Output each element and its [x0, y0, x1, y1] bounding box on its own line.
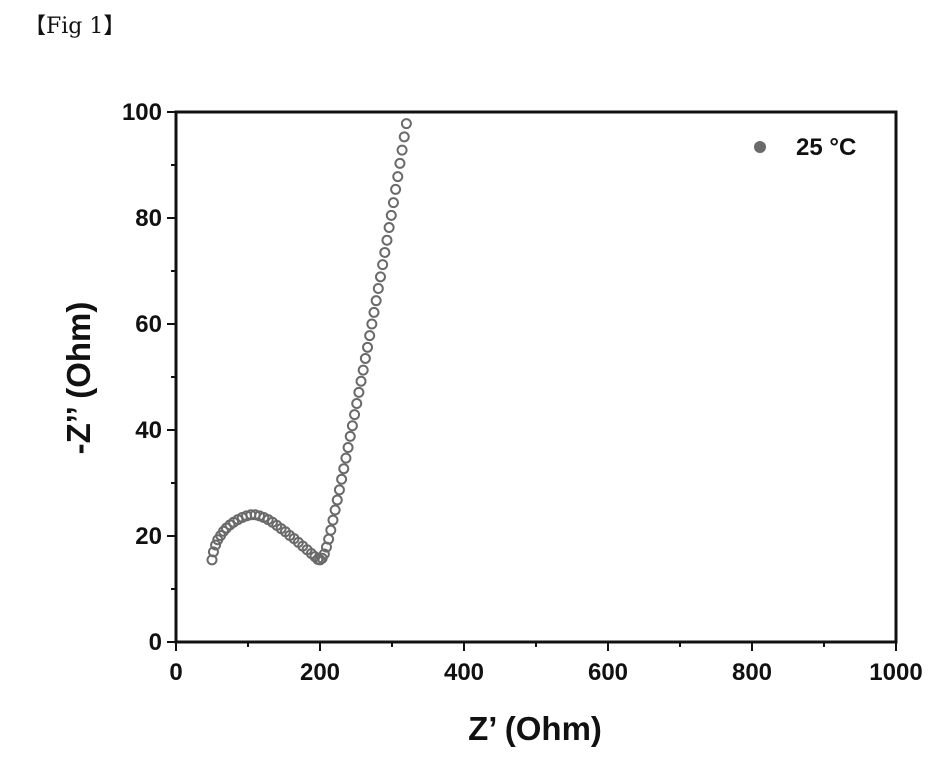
data-point [398, 146, 407, 155]
y-tick-label: 80 [135, 205, 162, 232]
plot-frame [176, 112, 896, 642]
data-point [352, 399, 361, 408]
data-point [372, 296, 381, 305]
x-tick-label: 0 [169, 659, 182, 686]
data-point [357, 377, 366, 386]
y-tick-label: 60 [135, 311, 162, 338]
legend-marker [754, 141, 766, 153]
data-point [335, 485, 344, 494]
data-point [402, 119, 411, 128]
data-point [326, 526, 335, 535]
data-point [328, 516, 337, 525]
x-axis-title: Z’ (Ohm) [468, 710, 602, 747]
data-point [361, 354, 370, 363]
x-tick-label: 1000 [869, 659, 922, 686]
data-point [341, 454, 350, 463]
data-point [331, 506, 340, 515]
data-point [354, 388, 363, 397]
data-point [387, 211, 396, 220]
data-point [391, 185, 400, 194]
x-axis-ticks: 0 200 400 600 800 1000 [169, 642, 922, 686]
data-point [359, 366, 368, 375]
data-point [367, 320, 376, 329]
plot-border [176, 112, 896, 642]
x-tick-label: 200 [300, 659, 340, 686]
y-axis-title: -Z’’ (Ohm) [60, 302, 97, 455]
data-point [400, 132, 409, 141]
x-tick-label: 800 [732, 659, 772, 686]
data-point [363, 343, 372, 352]
legend: 25 °C [754, 134, 856, 161]
data-point [374, 284, 383, 293]
data-point [365, 331, 374, 340]
data-point [337, 475, 346, 484]
data-point [385, 223, 394, 232]
legend-label: 25 °C [796, 134, 856, 161]
data-point [339, 464, 348, 473]
data-point [380, 248, 389, 257]
data-points [208, 119, 411, 564]
data-point [389, 198, 398, 207]
y-axis-ticks: 0 20 40 60 80 100 [122, 99, 176, 656]
y-tick-label: 100 [122, 99, 162, 126]
data-point [378, 260, 387, 269]
data-point [382, 236, 391, 245]
data-point [344, 443, 353, 452]
x-tick-label: 600 [588, 659, 628, 686]
data-point [395, 159, 404, 168]
data-point [350, 410, 359, 419]
y-tick-label: 20 [135, 523, 162, 550]
x-tick-label: 400 [444, 659, 484, 686]
y-tick-label: 40 [135, 417, 162, 444]
data-point [346, 432, 355, 441]
y-tick-label: 0 [149, 629, 162, 656]
data-point [370, 308, 379, 317]
data-point [376, 272, 385, 281]
data-point [348, 421, 357, 430]
data-point [393, 172, 402, 181]
data-point [333, 495, 342, 504]
